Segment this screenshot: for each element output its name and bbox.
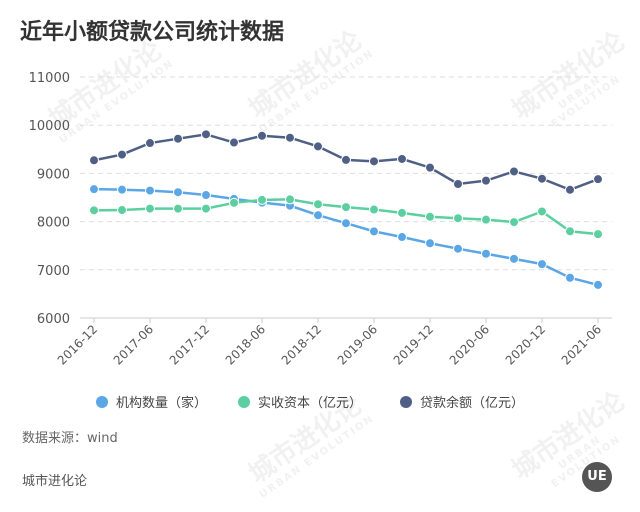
y-tick-label: 7000: [37, 264, 70, 279]
legend-label: 实收资本（亿元）: [258, 396, 362, 411]
legend-marker: [238, 396, 250, 408]
data-point: [593, 279, 603, 290]
data-point: [481, 175, 491, 186]
x-tick-label: 2021-06: [559, 322, 604, 367]
line-chart: 6000 7000 8000 9000 10000 11000 2016-12 2017-06…: [29, 71, 612, 411]
data-point: [453, 243, 463, 254]
data-point: [397, 153, 407, 164]
data-point: [593, 229, 603, 240]
data-point: [201, 190, 211, 201]
y-tick-label: 11000: [29, 71, 70, 86]
data-point: [369, 156, 379, 167]
data-point: [145, 185, 155, 196]
data-point: [313, 141, 323, 152]
x-tick-label: 2018-06: [223, 322, 268, 367]
data-point: [117, 149, 127, 160]
data-point: [425, 162, 435, 173]
data-point: [509, 253, 519, 264]
y-tick-label: 10000: [29, 119, 70, 134]
data-point: [145, 138, 155, 149]
data-point: [173, 203, 183, 214]
data-point: [89, 155, 99, 166]
data-point: [229, 137, 239, 148]
x-tick-label: 2016-12: [55, 322, 100, 367]
data-point: [509, 166, 519, 177]
legend-label: 机构数量（家）: [116, 395, 207, 411]
y-tick-label: 9000: [37, 167, 70, 182]
data-source: 数据来源：wind: [22, 431, 118, 446]
data-point: [89, 184, 99, 195]
data-point: [285, 194, 295, 205]
data-point: [453, 179, 463, 190]
data-point: [425, 211, 435, 222]
data-point: [229, 197, 239, 208]
x-tick-label: 2020-12: [503, 322, 548, 367]
data-point: [201, 203, 211, 214]
legend-label: 贷款余额（亿元）: [420, 395, 524, 411]
brand-name: 城市进化论: [22, 474, 88, 489]
data-point: [341, 218, 351, 229]
x-tick-label: 2019-06: [335, 322, 380, 367]
x-tick-label: 2017-06: [111, 322, 156, 367]
x-tick-label: 2020-06: [447, 322, 492, 367]
data-point: [537, 259, 547, 270]
brand-logo: UE: [582, 462, 612, 492]
data-point: [285, 132, 295, 143]
data-point: [565, 272, 575, 283]
data-point: [593, 174, 603, 185]
data-point: [537, 206, 547, 217]
data-point: [537, 173, 547, 184]
data-point: [397, 207, 407, 218]
data-point: [341, 154, 351, 165]
data-point: [369, 226, 379, 237]
data-point: [341, 202, 351, 213]
data-point: [453, 213, 463, 224]
y-tick-label: 6000: [37, 312, 70, 327]
data-point: [313, 199, 323, 210]
data-point: [89, 205, 99, 216]
data-point: [481, 248, 491, 259]
data-point: [117, 184, 127, 195]
x-tick-label: 2019-12: [391, 322, 436, 367]
data-point: [173, 133, 183, 144]
data-point: [145, 203, 155, 214]
data-point: [257, 130, 267, 141]
data-point: [173, 187, 183, 198]
data-point: [257, 194, 267, 205]
x-tick-label: 2018-12: [279, 322, 324, 367]
data-point: [565, 184, 575, 195]
data-point: [313, 210, 323, 221]
data-point: [481, 214, 491, 225]
data-point: [117, 205, 127, 216]
legend-marker: [400, 396, 412, 408]
legend-marker: [96, 396, 108, 408]
y-tick-label: 8000: [37, 216, 70, 231]
data-point: [509, 217, 519, 228]
page-title: 近年小额贷款公司统计数据: [20, 20, 285, 45]
data-point: [565, 226, 575, 237]
x-tick-label: 2017-12: [167, 322, 212, 367]
data-point: [201, 129, 211, 140]
data-point: [369, 204, 379, 215]
data-point: [425, 238, 435, 249]
data-point: [397, 232, 407, 243]
